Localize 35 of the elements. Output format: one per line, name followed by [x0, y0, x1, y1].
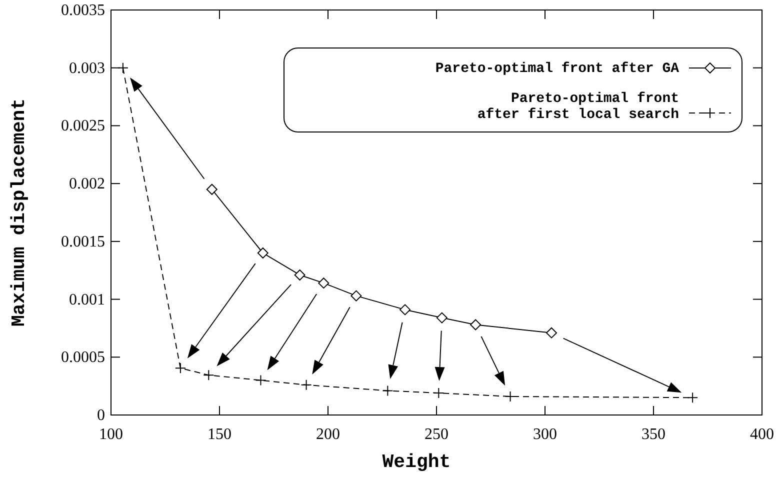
- point: [318, 278, 330, 289]
- point: [257, 248, 268, 258]
- point: [433, 388, 444, 399]
- y-tick-label: 0.002: [69, 176, 105, 193]
- point: [206, 184, 218, 195]
- y-tick-label: 0: [97, 407, 105, 424]
- y-axis-title: Maximum displacement: [8, 98, 30, 327]
- y-tick-label: 0.0015: [61, 233, 105, 250]
- point: [470, 319, 482, 330]
- point: [436, 312, 448, 324]
- x-tick-label: 250: [424, 426, 448, 443]
- point: [300, 379, 312, 390]
- x-tick-label: 350: [642, 426, 666, 443]
- point: [400, 304, 411, 316]
- point: [350, 290, 362, 302]
- x-tick-label: 300: [533, 426, 557, 443]
- point: [382, 385, 394, 396]
- y-tick-label: 0.0025: [61, 118, 105, 135]
- point: [546, 327, 558, 338]
- point: [174, 362, 186, 374]
- x-tick-label: 200: [316, 426, 340, 443]
- x-tick-label: 400: [750, 426, 774, 443]
- x-tick-label: 100: [99, 426, 123, 443]
- point: [203, 370, 214, 381]
- legend-label: Pareto-optimal front after GA: [435, 61, 680, 77]
- point: [687, 392, 698, 404]
- y-tick-label: 0.001: [69, 291, 105, 308]
- y-tick-label: 0.0035: [61, 2, 105, 19]
- x-tick-label: 150: [208, 426, 232, 443]
- y-tick-label: 0.0005: [61, 349, 105, 366]
- legend-label: Pareto-optimal front after first local search: [444, 91, 679, 123]
- point: [294, 269, 306, 280]
- x-axis-title: Weight: [382, 451, 451, 473]
- y-tick-label: 0.003: [69, 60, 105, 77]
- point: [255, 374, 266, 386]
